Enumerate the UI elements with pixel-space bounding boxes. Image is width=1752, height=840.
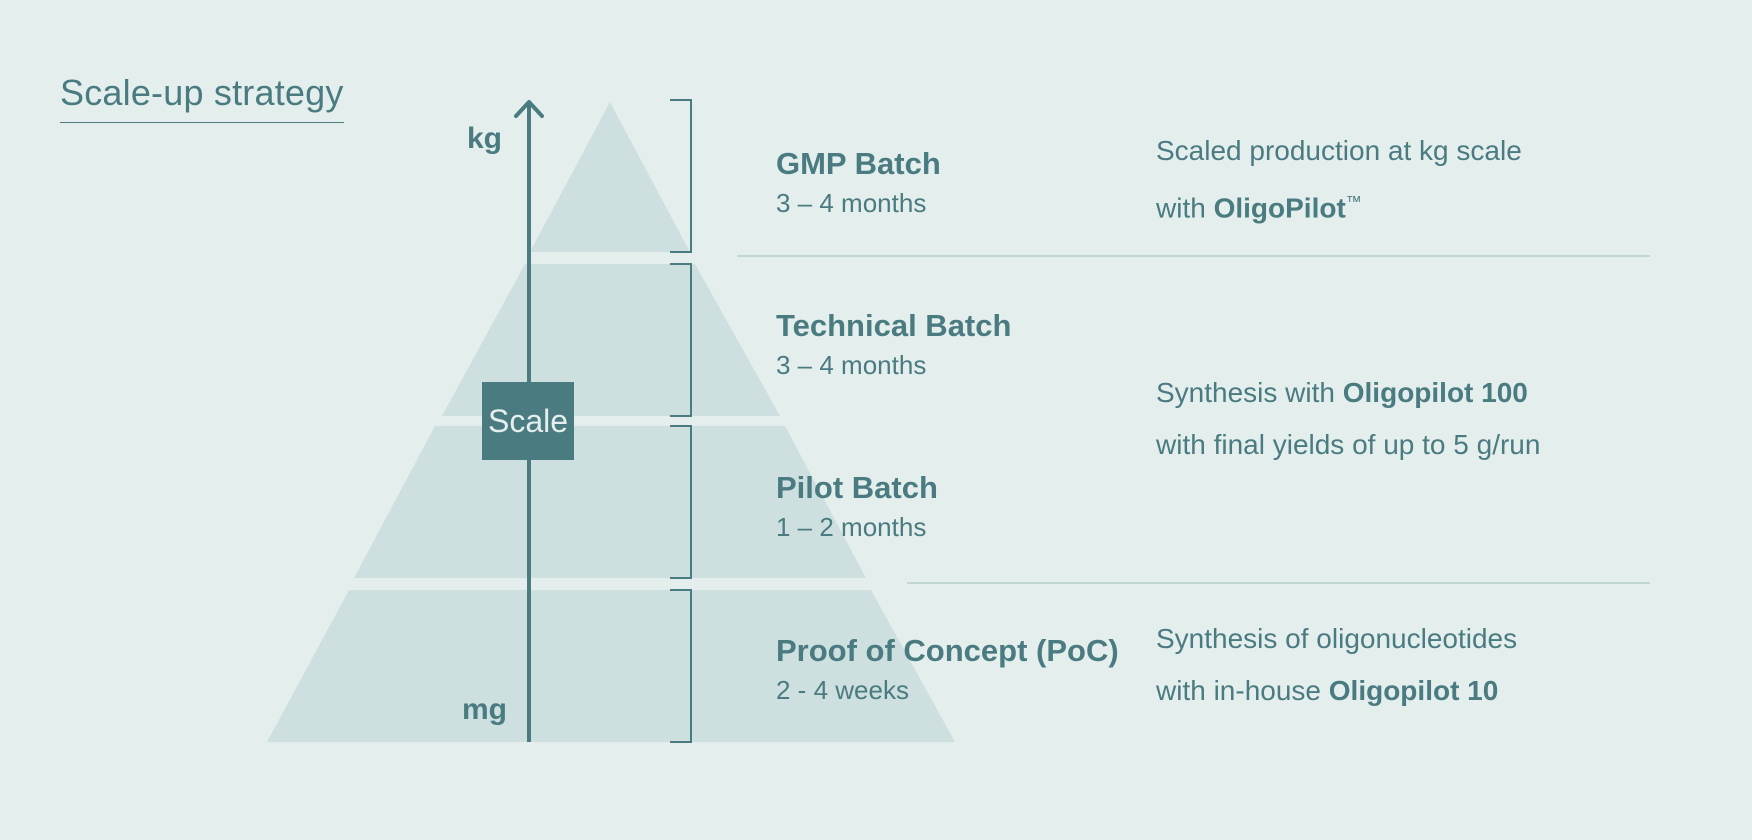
product-name: Oligopilot 10 (1328, 675, 1499, 706)
bracket-technical (670, 263, 692, 417)
pyramid-tier-technical (442, 264, 780, 416)
pyramid-tier-gmp (530, 102, 690, 252)
description-line: with in-house Oligopilot 10 (1156, 675, 1499, 706)
description-line: Synthesis of oligonucleotides (1156, 623, 1518, 654)
product-name: OligoPilot (1213, 192, 1346, 224)
description-line: Scaled production at kg scale (1156, 135, 1522, 166)
stage-name: Pilot Batch (776, 470, 938, 505)
description-gmp: Scaled production at kg scale with Oligo… (1156, 125, 1522, 234)
arrow-up-icon (514, 100, 544, 118)
bracket-gmp (670, 99, 692, 253)
scale-badge: Scale (482, 382, 574, 460)
bracket-pilot (670, 425, 692, 579)
stage-pilot: Pilot Batch 1 – 2 months (776, 470, 938, 543)
pyramid-tier-pilot (354, 426, 866, 578)
description-technical-pilot: Synthesis with Oligopilot 100 with final… (1156, 367, 1540, 471)
stage-name: GMP Batch (776, 146, 941, 181)
description-poc: Synthesis of oligonucleotides with in-ho… (1156, 613, 1517, 717)
stage-duration: 2 - 4 weeks (776, 675, 909, 705)
description-line: with OligoPilot™ (1156, 192, 1362, 224)
stage-technical: Technical Batch 3 – 4 months (776, 308, 1011, 381)
description-line: Synthesis with Oligopilot 100 (1156, 377, 1528, 408)
stage-duration: 3 – 4 months (776, 350, 927, 380)
description-line: with final yields of up to 5 g/run (1156, 429, 1541, 460)
axis-top-label: kg (467, 122, 503, 155)
stage-name: Proof of Concept (PoC) (776, 633, 1119, 668)
product-name: Oligopilot 100 (1342, 377, 1528, 408)
stage-poc: Proof of Concept (PoC) 2 - 4 weeks (776, 633, 1119, 706)
stage-name: Technical Batch (776, 308, 1012, 343)
axis-bottom-label: mg (462, 693, 507, 726)
bracket-poc (670, 589, 692, 743)
stage-gmp: GMP Batch 3 – 4 months (776, 146, 941, 219)
stage-duration: 3 – 4 months (776, 188, 927, 218)
page-title: Scale-up strategy (60, 72, 344, 123)
stage-duration: 1 – 2 months (776, 512, 927, 542)
pyramid-tier-poc (267, 590, 955, 742)
